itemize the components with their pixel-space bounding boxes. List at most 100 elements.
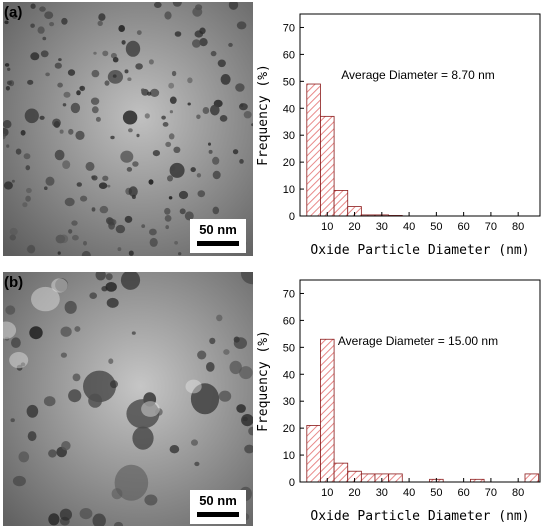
oxide-particle — [136, 30, 142, 35]
oxide-particle — [98, 13, 106, 21]
oxide-particle — [74, 326, 81, 332]
x-tick-label: 80 — [512, 487, 524, 499]
oxide-particle — [210, 50, 217, 57]
oxide-particle — [79, 85, 86, 92]
oxide-particle — [62, 160, 71, 170]
oxide-particle — [212, 156, 220, 165]
oxide-particle — [217, 59, 226, 68]
histogram-chart: 0 10 20 30 40 50 60 70 10 20 30 40 50 60 70 80 Average D… — [256, 279, 541, 524]
oxide-particle — [4, 336, 10, 341]
oxide-particle — [128, 128, 133, 133]
oxide-particle — [91, 175, 98, 181]
oxide-particle — [194, 461, 200, 467]
oxide-particle — [43, 396, 56, 407]
oxide-particle — [58, 58, 62, 62]
oxide-particle — [202, 107, 210, 114]
oxide-particle — [232, 149, 239, 155]
histogram-a: 0 10 20 30 40 50 60 70 10 20 30 40 50 60 70 80 Average D… — [250, 0, 550, 266]
scale-bar-b: 50 nm — [190, 490, 246, 524]
oxide-particle — [97, 20, 103, 26]
oxide-particle — [26, 187, 32, 194]
y-tick-label: 60 — [283, 315, 295, 327]
oxide-particle — [126, 167, 133, 172]
oxide-particle — [228, 2, 239, 10]
oxide-particle — [233, 336, 240, 343]
histogram-bar — [306, 425, 321, 483]
oxide-particle — [144, 494, 158, 506]
oxide-particle — [71, 220, 78, 226]
oxide-particle — [72, 234, 79, 241]
oxide-particle — [44, 11, 54, 19]
oxide-particle — [79, 508, 93, 520]
oxide-particle — [3, 181, 13, 190]
x-tick-label: 20 — [348, 221, 360, 233]
oxide-particle — [59, 508, 72, 521]
oxide-particle — [108, 358, 114, 364]
oxide-particle — [219, 115, 228, 122]
oxide-particle — [164, 207, 171, 215]
histogram-bar — [320, 115, 335, 217]
oxide-particle — [83, 241, 87, 246]
oxide-particle — [197, 350, 207, 360]
oxide-particle — [165, 225, 169, 230]
histogram-chart: 0 10 20 30 40 50 60 70 10 20 30 40 50 60 70 80 Average D… — [256, 13, 541, 258]
oxide-particle — [107, 70, 123, 84]
oxide-particle — [165, 141, 172, 147]
oxide-particle — [206, 362, 215, 372]
oxide-particle — [212, 170, 221, 180]
y-tick-label: 10 — [283, 184, 295, 196]
oxide-particle — [111, 488, 123, 500]
oxide-particle — [121, 40, 126, 45]
oxide-particle — [27, 431, 37, 442]
oxide-particle — [190, 167, 196, 173]
oxide-particle — [187, 77, 193, 84]
scale-bar-line — [197, 241, 239, 246]
oxide-particle — [88, 393, 102, 408]
oxide-particle — [106, 297, 119, 308]
oxide-particle — [148, 179, 154, 185]
panel-a: a 50 nm 0 10 20 30 40 50 60 70 10 20 30 40 50 60 70 80 A… — [0, 0, 550, 266]
oxide-particle — [9, 227, 18, 236]
oxide-particle — [104, 80, 110, 86]
oxide-particle — [152, 150, 160, 157]
oxide-particle — [68, 128, 74, 135]
oxide-particle — [169, 96, 177, 104]
oxide-particle — [236, 21, 247, 30]
scale-bar-line — [197, 512, 239, 517]
x-tick-label: 70 — [485, 487, 497, 499]
oxide-particle — [81, 250, 91, 256]
x-tick-label: 30 — [376, 487, 388, 499]
oxide-particle — [132, 426, 154, 450]
oxide-particle — [196, 114, 201, 120]
oxide-particle — [60, 326, 72, 337]
histogram-bar — [388, 473, 403, 483]
histogram-b: 0 10 20 30 40 50 60 70 10 20 30 40 50 60 70 80 Average D… — [250, 266, 550, 532]
x-tick-label: 50 — [430, 221, 442, 233]
oxide-particle — [27, 244, 36, 254]
oxide-particle — [174, 241, 179, 245]
oxide-particle — [5, 305, 16, 315]
oxide-particle — [102, 175, 109, 181]
oxide-particle — [148, 59, 154, 65]
plot-frame — [299, 279, 541, 483]
oxide-particle — [241, 272, 253, 285]
oxide-particle — [54, 62, 62, 69]
oxide-particle — [3, 321, 17, 339]
oxide-particle — [61, 17, 68, 25]
x-tick-label: 70 — [485, 221, 497, 233]
oxide-particle — [44, 186, 48, 190]
oxide-particle — [25, 195, 31, 202]
plot-frame — [299, 13, 541, 217]
tem-micrograph-b — [3, 272, 253, 526]
oxide-particle — [20, 362, 26, 367]
oxide-particle — [31, 286, 60, 312]
oxide-particle — [107, 184, 111, 188]
oxide-particle — [223, 349, 230, 355]
oxide-particle — [57, 251, 61, 255]
oxide-particle — [141, 224, 146, 229]
oxide-particle — [113, 521, 124, 526]
y-tick-label: 60 — [283, 49, 295, 61]
oxide-particle — [197, 190, 206, 198]
y-tick-label: 0 — [289, 477, 295, 489]
x-axis-label: Oxide Particle Diameter (nm) — [310, 243, 529, 258]
